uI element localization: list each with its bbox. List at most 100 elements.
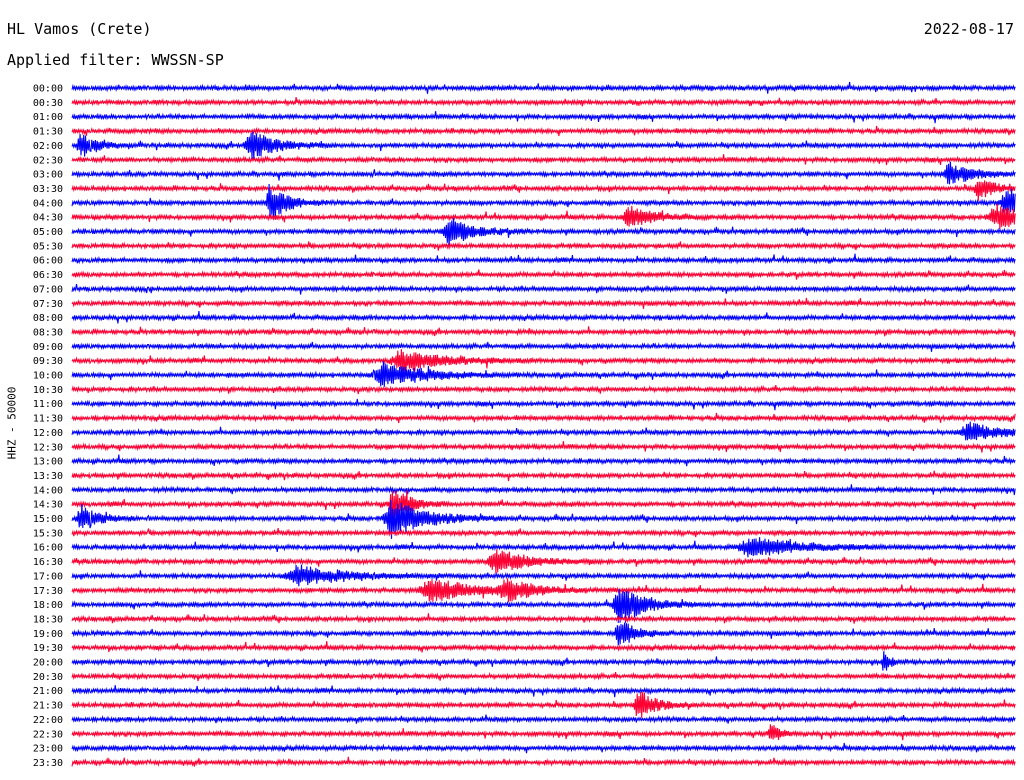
trace-row-0730 (71, 297, 1016, 309)
row-time-label: 20:30 (33, 672, 63, 683)
row-time-label: 14:00 (33, 485, 63, 496)
row-time-label: 17:00 (33, 571, 63, 582)
row-time-label: 14:30 (33, 500, 63, 511)
row-time-label: 09:30 (33, 356, 63, 367)
trace-row-1930 (71, 641, 1016, 653)
trace-row-1630 (71, 549, 1016, 574)
row-time-label: 13:00 (33, 457, 63, 468)
row-time-label: 12:30 (33, 442, 63, 453)
trace-row-0600 (71, 253, 1016, 265)
trace-row-0800 (71, 311, 1016, 324)
trace-row-1430 (71, 490, 1016, 521)
row-time-label: 22:30 (33, 729, 63, 740)
row-time-label: 01:00 (33, 112, 63, 123)
row-time-label: 11:30 (33, 414, 63, 425)
row-time-label: 08:30 (33, 327, 63, 338)
date-label: 2022-08-17 (923, 20, 1014, 38)
row-time-label: 04:30 (33, 213, 63, 224)
row-time-label: 19:30 (33, 643, 63, 654)
trace-row-2030 (71, 671, 1016, 682)
row-time-label: 13:30 (33, 471, 63, 482)
row-time-label: 06:30 (33, 270, 63, 281)
row-time-label: 01:30 (33, 127, 63, 138)
trace-row-0430 (71, 203, 1016, 229)
row-time-label: 22:00 (33, 715, 63, 726)
row-time-label: 23:30 (33, 758, 63, 769)
trace-row-0700 (71, 284, 1016, 295)
row-time-label: 12:00 (33, 428, 63, 439)
row-time-label: 00:30 (33, 98, 63, 109)
trace-row-1530 (71, 528, 1016, 538)
trace-row-1230 (71, 441, 1016, 453)
trace-row-2330 (71, 756, 1016, 767)
row-time-label: 15:30 (33, 528, 63, 539)
row-time-label: 04:00 (33, 198, 63, 209)
trace-row-0200 (71, 131, 1016, 160)
trace-row-1000 (71, 361, 1016, 387)
trace-row-1700 (71, 564, 1016, 587)
trace-row-0230 (71, 154, 1016, 166)
trace-row-0400 (71, 183, 1016, 220)
trace-row-1030 (71, 384, 1016, 395)
row-time-label: 05:30 (33, 241, 63, 252)
trace-row-2300 (71, 742, 1016, 754)
row-time-label: 16:00 (33, 543, 63, 554)
trace-row-0530 (71, 241, 1016, 251)
trace-row-0100 (71, 111, 1016, 124)
row-time-label: 10:30 (33, 385, 63, 396)
row-time-label: 18:00 (33, 600, 63, 611)
trace-row-2100 (71, 685, 1016, 698)
row-time-label: 11:00 (33, 399, 63, 410)
trace-row-0900 (71, 341, 1016, 352)
row-time-label: 21:30 (33, 701, 63, 712)
trace-row-1100 (71, 398, 1016, 411)
row-time-label: 10:00 (33, 371, 63, 382)
trace-row-0030 (71, 97, 1016, 107)
row-time-label: 21:00 (33, 686, 63, 697)
row-time-label: 02:30 (33, 155, 63, 166)
trace-row-1600 (71, 537, 1016, 558)
trace-row-0500 (71, 218, 1016, 247)
trace-row-0930 (71, 349, 1016, 377)
row-time-label: 19:00 (33, 629, 63, 640)
row-time-label: 17:30 (33, 586, 63, 597)
trace-row-1730 (71, 578, 1016, 603)
trace-row-1200 (71, 421, 1016, 441)
trace-row-1130 (71, 412, 1016, 424)
row-time-label: 18:30 (33, 614, 63, 625)
trace-row-0000 (71, 81, 1016, 94)
trace-row-2230 (71, 724, 1016, 741)
station-title: HL Vamos (Crete) (7, 20, 152, 38)
trace-row-1900 (71, 622, 1016, 646)
trace-row-1830 (71, 613, 1016, 624)
trace-row-1800 (71, 589, 1016, 623)
trace-row-0300 (71, 161, 1016, 185)
row-time-label: 05:00 (33, 227, 63, 238)
trace-row-2200 (71, 714, 1016, 724)
trace-row-0130 (71, 125, 1016, 137)
trace-row-1300 (71, 454, 1016, 467)
row-time-label: 07:30 (33, 299, 63, 310)
row-time-label: 03:00 (33, 170, 63, 181)
row-time-label: 20:00 (33, 658, 63, 669)
row-time-label: 23:00 (33, 744, 63, 755)
trace-row-1500 (71, 499, 1016, 539)
row-time-label: 15:00 (33, 514, 63, 525)
filter-subtitle: Applied filter: WWSSN-SP (7, 51, 224, 69)
trace-row-0830 (71, 326, 1016, 337)
row-time-label: 09:00 (33, 342, 63, 353)
trace-row-0630 (71, 269, 1016, 280)
row-time-label: 00:00 (33, 84, 63, 95)
trace-row-0330 (71, 180, 1016, 201)
row-time-label: 06:00 (33, 256, 63, 267)
trace-row-2130 (71, 692, 1016, 718)
row-time-label: 16:30 (33, 557, 63, 568)
row-time-label: 02:00 (33, 141, 63, 152)
row-time-label: 08:00 (33, 313, 63, 324)
row-time-label: 03:30 (33, 184, 63, 195)
trace-row-1330 (71, 470, 1016, 482)
trace-row-2000 (71, 651, 1016, 671)
trace-row-1400 (71, 484, 1016, 496)
row-time-label: 07:00 (33, 284, 63, 295)
